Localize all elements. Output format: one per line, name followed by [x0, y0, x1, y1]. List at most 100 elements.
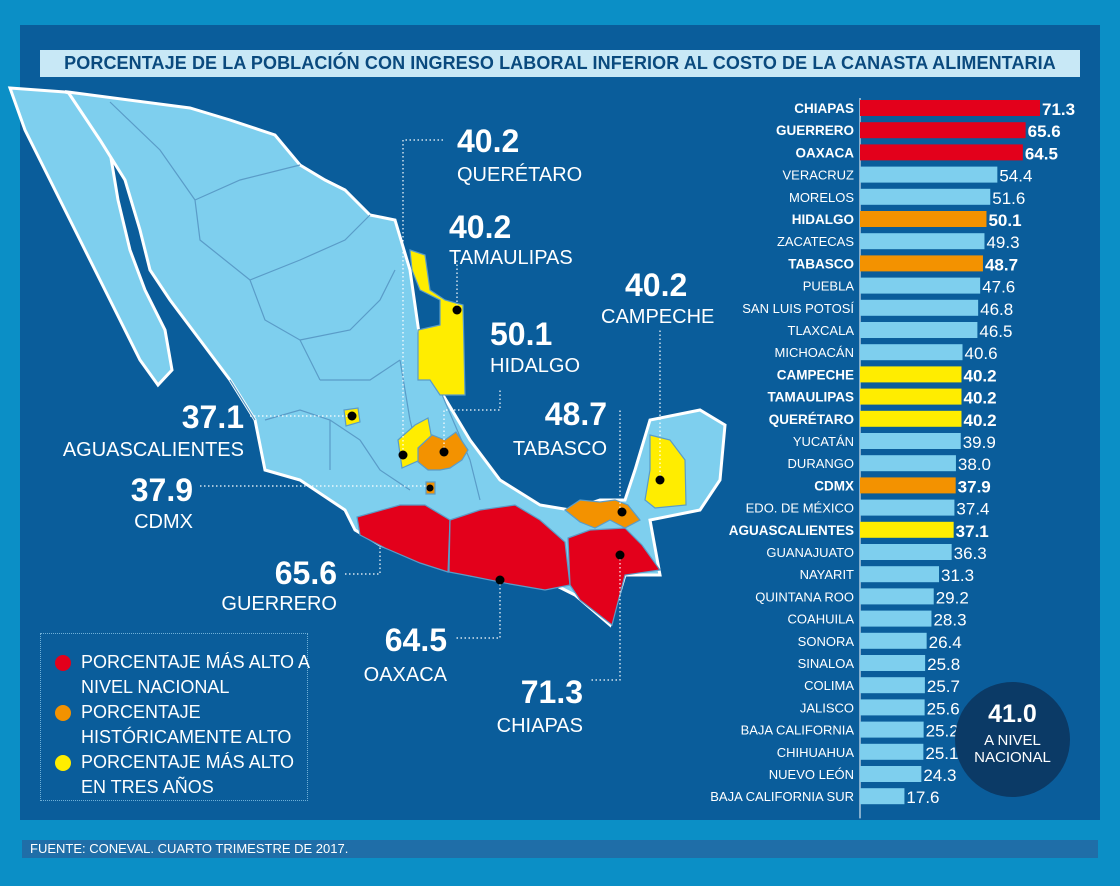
- bar-value-morelos: 51.6: [992, 189, 1025, 208]
- bar-coahuila: [860, 610, 932, 627]
- bar-label-tlaxcala: TLAXCALA: [788, 323, 855, 338]
- legend-dot-yellow: [55, 755, 71, 771]
- state-borders: [109, 101, 481, 501]
- bar-value-puebla: 47.6: [982, 278, 1015, 297]
- state-guerrero: [356, 504, 451, 573]
- legend-dot-red: [55, 655, 71, 671]
- legend-text-orange: PORCENTAJE HISTÓRICAMENTE ALTO: [81, 702, 292, 747]
- state-chiapas: [567, 527, 662, 627]
- dot-queretaro: [398, 450, 408, 460]
- bar-value-chihuahua: 25.1: [925, 744, 958, 763]
- national-average-badge: 41.0 A NIVEL NACIONAL: [955, 682, 1070, 797]
- mainland-mexico: [64, 90, 727, 628]
- bar-cdmx: [860, 477, 956, 494]
- callout-leaders: [200, 139, 661, 681]
- bar-nuevo-leon: [860, 766, 922, 782]
- bar-label-yucatan: YUCATÁN: [793, 434, 854, 449]
- national-average-value: 41.0: [988, 700, 1037, 728]
- callout-value-queretaro: 40.2: [457, 123, 519, 159]
- bar-value-edo-de-mexico: 37.4: [956, 500, 989, 519]
- dot-campeche: [655, 475, 665, 485]
- bar-label-sonora: SONORA: [798, 634, 855, 649]
- bar-value-nayarit: 31.3: [941, 566, 974, 585]
- bar-value-oaxaca: 64.5: [1025, 144, 1058, 163]
- state-tabasco: [563, 499, 641, 529]
- title-bar: [40, 50, 1080, 77]
- bar-value-yucatan: 39.9: [963, 433, 996, 452]
- bar-value-colima: 25.7: [927, 677, 960, 696]
- bar-label-baja-california-sur: BAJA CALIFORNIA SUR: [710, 789, 854, 804]
- bar-label-morelos: MORELOS: [789, 190, 854, 205]
- bar-value-jalisco: 25.6: [927, 699, 960, 718]
- callout-value-oaxaca: 64.5: [385, 622, 447, 658]
- ranking-bar-chart: CHIAPAS 71.3 GUERRERO 65.6 OAXACA 64.5 VERACRU…: [710, 98, 1075, 819]
- bar-value-michoacan: 40.6: [964, 344, 997, 363]
- callout-name-cdmx: CDMX: [134, 511, 193, 533]
- map-callouts: 40.2 QUERÉTARO 40.2 TAMAULIPAS 50.1 HIDA…: [63, 123, 715, 737]
- bar-value-sonora: 26.4: [929, 633, 962, 652]
- leader-oaxaca: [455, 580, 501, 639]
- bar-jalisco: [860, 699, 925, 716]
- bar-guerrero: [860, 122, 1026, 139]
- callout-value-hidalgo: 50.1: [490, 316, 552, 352]
- dot-cdmx: [426, 484, 434, 492]
- chart-title: PORCENTAJE DE LA POBLACIÓN CON INGRESO L…: [64, 53, 1056, 73]
- bar-colima: [860, 677, 925, 694]
- bar-value-durango: 38.0: [958, 455, 991, 474]
- leader-hidalgo: [443, 390, 501, 452]
- bar-value-sinaloa: 25.8: [927, 655, 960, 674]
- bar-queretaro: [860, 410, 962, 427]
- bar-durango: [860, 455, 956, 472]
- source-note: FUENTE: CONEVAL. CUARTO TRIMESTRE DE 201…: [30, 841, 349, 856]
- callout-name-oaxaca: OAXACA: [364, 664, 448, 686]
- callout-dots: [347, 305, 665, 585]
- bar-value-campeche: 40.2: [963, 366, 996, 385]
- bar-tlaxcala: [860, 322, 978, 338]
- bar-label-tabasco: TABASCO: [788, 256, 854, 271]
- bar-value-queretaro: 40.2: [963, 411, 996, 430]
- callout-value-tabasco: 48.7: [545, 396, 607, 432]
- bar-value-tamaulipas: 40.2: [963, 389, 996, 408]
- state-campeche: [644, 434, 687, 509]
- bar-label-durango: DURANGO: [788, 456, 854, 471]
- bar-michoacan: [860, 344, 963, 361]
- bar-sinaloa: [860, 655, 926, 671]
- bar-label-queretaro: QUERÉTARO: [769, 412, 854, 427]
- bar-label-oaxaca: OAXACA: [795, 145, 854, 160]
- bar-puebla: [860, 277, 981, 294]
- callout-name-chiapas: CHIAPAS: [497, 715, 583, 737]
- callout-value-campeche: 40.2: [625, 267, 687, 303]
- source-bar: [22, 840, 1098, 858]
- dot-chiapas: [615, 550, 625, 560]
- bar-value-baja-california: 25.2: [926, 722, 959, 741]
- callout-value-tamaulipas: 40.2: [449, 209, 511, 245]
- bar-label-edo-de-mexico: EDO. DE MÉXICO: [746, 501, 854, 516]
- bar-yucatan: [860, 433, 961, 449]
- bar-tamaulipas: [860, 388, 962, 405]
- callout-value-cdmx: 37.9: [131, 472, 193, 508]
- bar-label-michoacan: MICHOACÁN: [775, 345, 854, 360]
- mexico-map: [7, 86, 727, 628]
- callout-name-tabasco: TABASCO: [513, 438, 607, 460]
- bar-baja-california-sur: [860, 788, 905, 805]
- bar-label-campeche: CAMPECHE: [777, 367, 854, 382]
- legend-text-yellow: PORCENTAJE MÁS ALTO EN TRES AÑOS: [81, 752, 295, 797]
- leader-chiapas: [590, 555, 621, 681]
- bar-label-baja-california: BAJA CALIFORNIA: [741, 723, 855, 738]
- bar-chihuahua: [860, 743, 924, 760]
- bar-label-guerrero: GUERRERO: [776, 123, 854, 138]
- bar-value-aguascalientes: 37.1: [956, 522, 989, 541]
- bar-label-sinaloa: SINALOA: [798, 656, 855, 671]
- bar-oaxaca: [860, 144, 1023, 161]
- legend-text-red: PORCENTAJE MÁS ALTO A NIVEL NACIONAL: [81, 652, 310, 697]
- bar-value-veracruz: 54.4: [999, 167, 1032, 186]
- bar-value-zacatecas: 49.3: [986, 233, 1019, 252]
- bar-san-luis-potosi: [860, 299, 979, 316]
- state-tamaulipas: [409, 249, 466, 396]
- callout-name-aguascalientes: AGUASCALIENTES: [63, 439, 244, 461]
- callout-name-tamaulipas: TAMAULIPAS: [449, 247, 573, 269]
- dot-aguascalientes: [347, 411, 357, 421]
- bar-guanajuato: [860, 544, 952, 560]
- bar-label-puebla: PUEBLA: [803, 279, 855, 294]
